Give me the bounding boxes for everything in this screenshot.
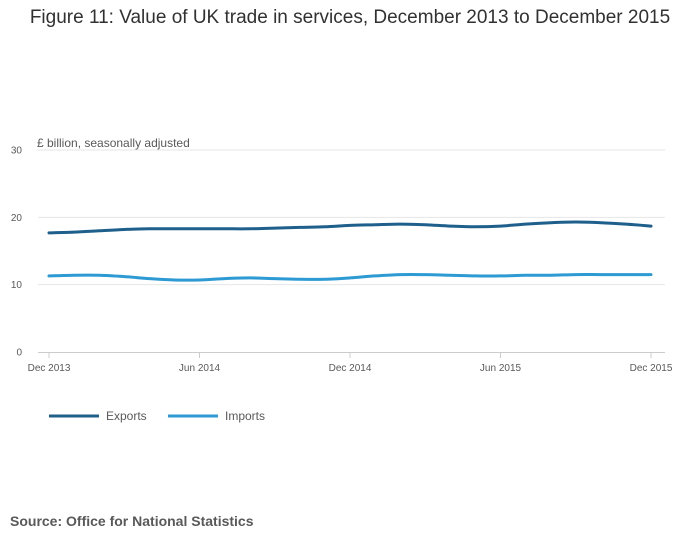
legend-label-exports: Exports	[106, 409, 147, 423]
series-line-imports	[47, 272, 653, 282]
x-tick-label: Jun 2014	[179, 363, 221, 374]
x-tick-label: Jun 2015	[480, 363, 522, 374]
x-tick-label: Dec 2013	[28, 363, 71, 374]
y-tick-label: 30	[11, 146, 23, 157]
source-note: Source: Office for National Statistics	[10, 513, 254, 529]
legend-label-imports: Imports	[225, 409, 265, 423]
x-tick-label: Dec 2015	[630, 363, 673, 374]
series-line-exports	[47, 220, 653, 235]
chart-title: Figure 11: Value of UK trade in services…	[29, 7, 671, 28]
y-tick-label: 0	[16, 348, 22, 359]
y-tick-label: 10	[11, 280, 23, 291]
y-tick-label: 20	[11, 213, 23, 224]
line-chart: 0 10 20 30 Dec 2013 Jun 2014 Dec 2014 Jun 2015 D…	[11, 146, 673, 424]
x-tick-label: Dec 2014	[329, 363, 372, 374]
y-axis-label: £ billion, seasonally adjusted	[37, 136, 190, 150]
